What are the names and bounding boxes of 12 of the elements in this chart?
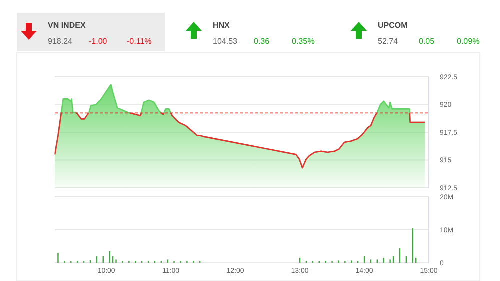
text: 0.09% bbox=[457, 37, 480, 46]
data-label: 0.36 bbox=[254, 37, 270, 46]
data-label: 0.05 bbox=[419, 37, 436, 46]
text: 918.24 bbox=[48, 37, 74, 46]
category-label: HNX bbox=[213, 21, 231, 30]
category-label: VN INDEX bbox=[48, 21, 86, 30]
text: 104.53 bbox=[213, 37, 238, 46]
text: 0.35% bbox=[292, 37, 315, 46]
text: 52.74 bbox=[378, 37, 399, 46]
data-label: -1.00 bbox=[89, 37, 108, 46]
text: -0.11% bbox=[127, 37, 152, 46]
category-label: UPCOM bbox=[378, 21, 408, 30]
